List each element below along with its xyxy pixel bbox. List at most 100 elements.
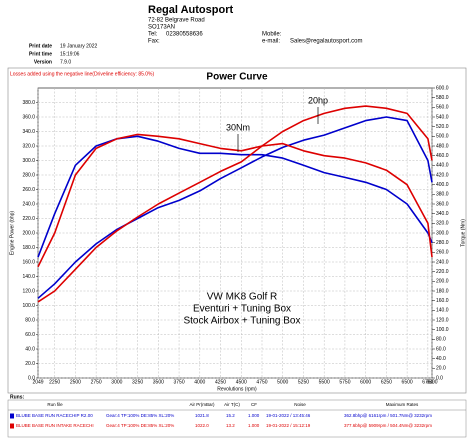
table-cell: 19-01-2022 / 13:45:46 [266, 413, 311, 418]
x-tick-label: 6500 [402, 379, 413, 385]
print-value: 7.9.0 [60, 59, 71, 65]
y2-tick-label: 40.0 [436, 356, 446, 362]
y-tick-label: 220.0 [22, 216, 35, 222]
annotation: 20hp [308, 95, 328, 105]
y2-tick-label: 160.0 [436, 298, 449, 304]
y-tick-label: 200.0 [22, 230, 35, 236]
table-header: CF [251, 402, 257, 407]
annotation: VW MK8 Golf R [207, 292, 278, 303]
runs-table: Runs: Run file Air Pr(mBar) Air T(C) CF Noise… [7, 394, 467, 438]
y-tick-label: 160.0 [22, 259, 35, 265]
y2-tick-label: 20.0 [436, 366, 446, 372]
y2-tick-label: 520.0 [436, 124, 449, 130]
table-cell: BLUBE BASE RUN INTAKE RACECHI [16, 423, 94, 428]
y2-tick-label: 120.0 [436, 317, 449, 323]
chart-frame [7, 67, 467, 394]
y2-tick-label: 560.0 [436, 105, 449, 111]
y2-tick-label: 100.0 [436, 327, 449, 333]
y2-tick-label: 280.0 [436, 240, 449, 246]
mobile-label: Mobile: [262, 32, 282, 38]
email: Sales@regalautosport.com [290, 39, 362, 45]
table-header: Air Pr(mBar) [190, 402, 215, 407]
y2-axis-label: Torque (Nm) [460, 219, 466, 247]
curve [37, 105, 433, 303]
y2-tick-label: 320.0 [436, 221, 449, 227]
x-tick-label: 5000 [277, 379, 288, 385]
table-cell: 377.6bhp@ 5909rpm / 504.4Nm@ 3232rpm [344, 423, 432, 428]
y2-tick-label: 420.0 [436, 172, 449, 178]
x-tick-label: 4750 [256, 379, 267, 385]
x-tick-label: 6750 [422, 379, 433, 385]
postcode: SO173AN [148, 25, 175, 31]
x-tick-label: 6800 [426, 379, 437, 385]
annotation: Eventuri + Tuning Box [193, 304, 291, 315]
tel-label: Tel: [148, 32, 158, 38]
x-tick-label: 5500 [319, 379, 330, 385]
y-tick-label: 140.0 [22, 274, 35, 280]
y-tick-label: 280.0 [22, 172, 35, 178]
table-cell: 19-01-2022 / 15:12:19 [266, 423, 311, 428]
table-cell: Gear:4 TP:100% DE:85% XL:20% [106, 413, 174, 418]
y2-tick-label: 220.0 [436, 269, 449, 275]
y2-tick-label: 460.0 [436, 153, 449, 159]
x-tick-label: 3750 [174, 379, 185, 385]
table-cell: 13.2 [226, 423, 235, 428]
x-tick-label: 3500 [153, 379, 164, 385]
y-axis-label: Engine Power (bhp) [9, 211, 15, 256]
tel: 02380558636 [166, 32, 203, 38]
x-tick-label: 3250 [132, 379, 143, 385]
x-tick-label: 5750 [339, 379, 350, 385]
curve [37, 135, 433, 258]
curve [37, 133, 433, 268]
x-axis-label: Revolutions (rpm) [217, 386, 257, 392]
run-swatch [10, 423, 14, 429]
y-tick-label: 80.0 [25, 317, 35, 323]
y2-tick-label: 600.0 [436, 85, 449, 91]
table-cell: Gear:4 TP:100% DE:85% XL:20% [106, 423, 174, 428]
y-tick-label: 360.0 [22, 114, 35, 120]
x-tick-label: 3000 [111, 379, 122, 385]
curve [37, 116, 433, 299]
table-cell: 15.2 [226, 413, 235, 418]
y-tick-label: 180.0 [22, 245, 35, 251]
address: 72-82 Belgrave Road [148, 18, 205, 24]
y2-tick-label: 380.0 [436, 192, 449, 198]
x-tick-label: 2250 [49, 379, 60, 385]
plot: 0.0 20.0 40.0 60.0 80.0 100.0 120.0 140.0 160.0 1… [22, 85, 448, 385]
y-tick-label: 320.0 [22, 143, 35, 149]
y-tick-label: 0.0 [28, 375, 35, 381]
table-header: Maximum Rates [386, 402, 419, 407]
y-tick-label: 240.0 [22, 201, 35, 207]
table-header: Noise [294, 402, 306, 407]
y2-tick-label: 540.0 [436, 114, 449, 120]
company: Regal Autosport [148, 4, 233, 16]
run-swatch [10, 413, 14, 419]
x-tick-label: 2049 [32, 379, 43, 385]
note: Losses added using the negative line(Dri… [10, 71, 154, 77]
print-label: Version [34, 59, 52, 65]
y2-tick-label: 0.0 [436, 375, 443, 381]
print-label: Print time [29, 51, 52, 57]
x-tick-label: 5250 [298, 379, 309, 385]
x-tick-label: 4250 [215, 379, 226, 385]
x-tick-label: 6000 [360, 379, 371, 385]
x-tick-label: 4500 [236, 379, 247, 385]
y2-tick-label: 60.0 [436, 346, 446, 352]
table-cell: 1.000 [248, 413, 260, 418]
table-cell: 362.8bhp@ 6161rpm / 501.7Nm@ 3232rpm [344, 413, 432, 418]
y2-tick-label: 180.0 [436, 288, 449, 294]
x-tick-label: 6250 [381, 379, 392, 385]
table-cell: 1.000 [248, 423, 260, 428]
y2-tick-label: 500.0 [436, 134, 449, 140]
y-tick-label: 100.0 [22, 303, 35, 309]
chart-title: Power Curve [206, 72, 268, 83]
y2-tick-label: 300.0 [436, 230, 449, 236]
y2-tick-label: 240.0 [436, 259, 449, 265]
y-tick-label: 20.0 [25, 361, 35, 367]
y-tick-label: 380.0 [22, 100, 35, 106]
annotation: 30Nm [226, 122, 250, 132]
x-tick-label: 2750 [91, 379, 102, 385]
annotation: Stock Airbox + Tuning Box [183, 316, 300, 327]
y-tick-label: 60.0 [25, 332, 35, 338]
